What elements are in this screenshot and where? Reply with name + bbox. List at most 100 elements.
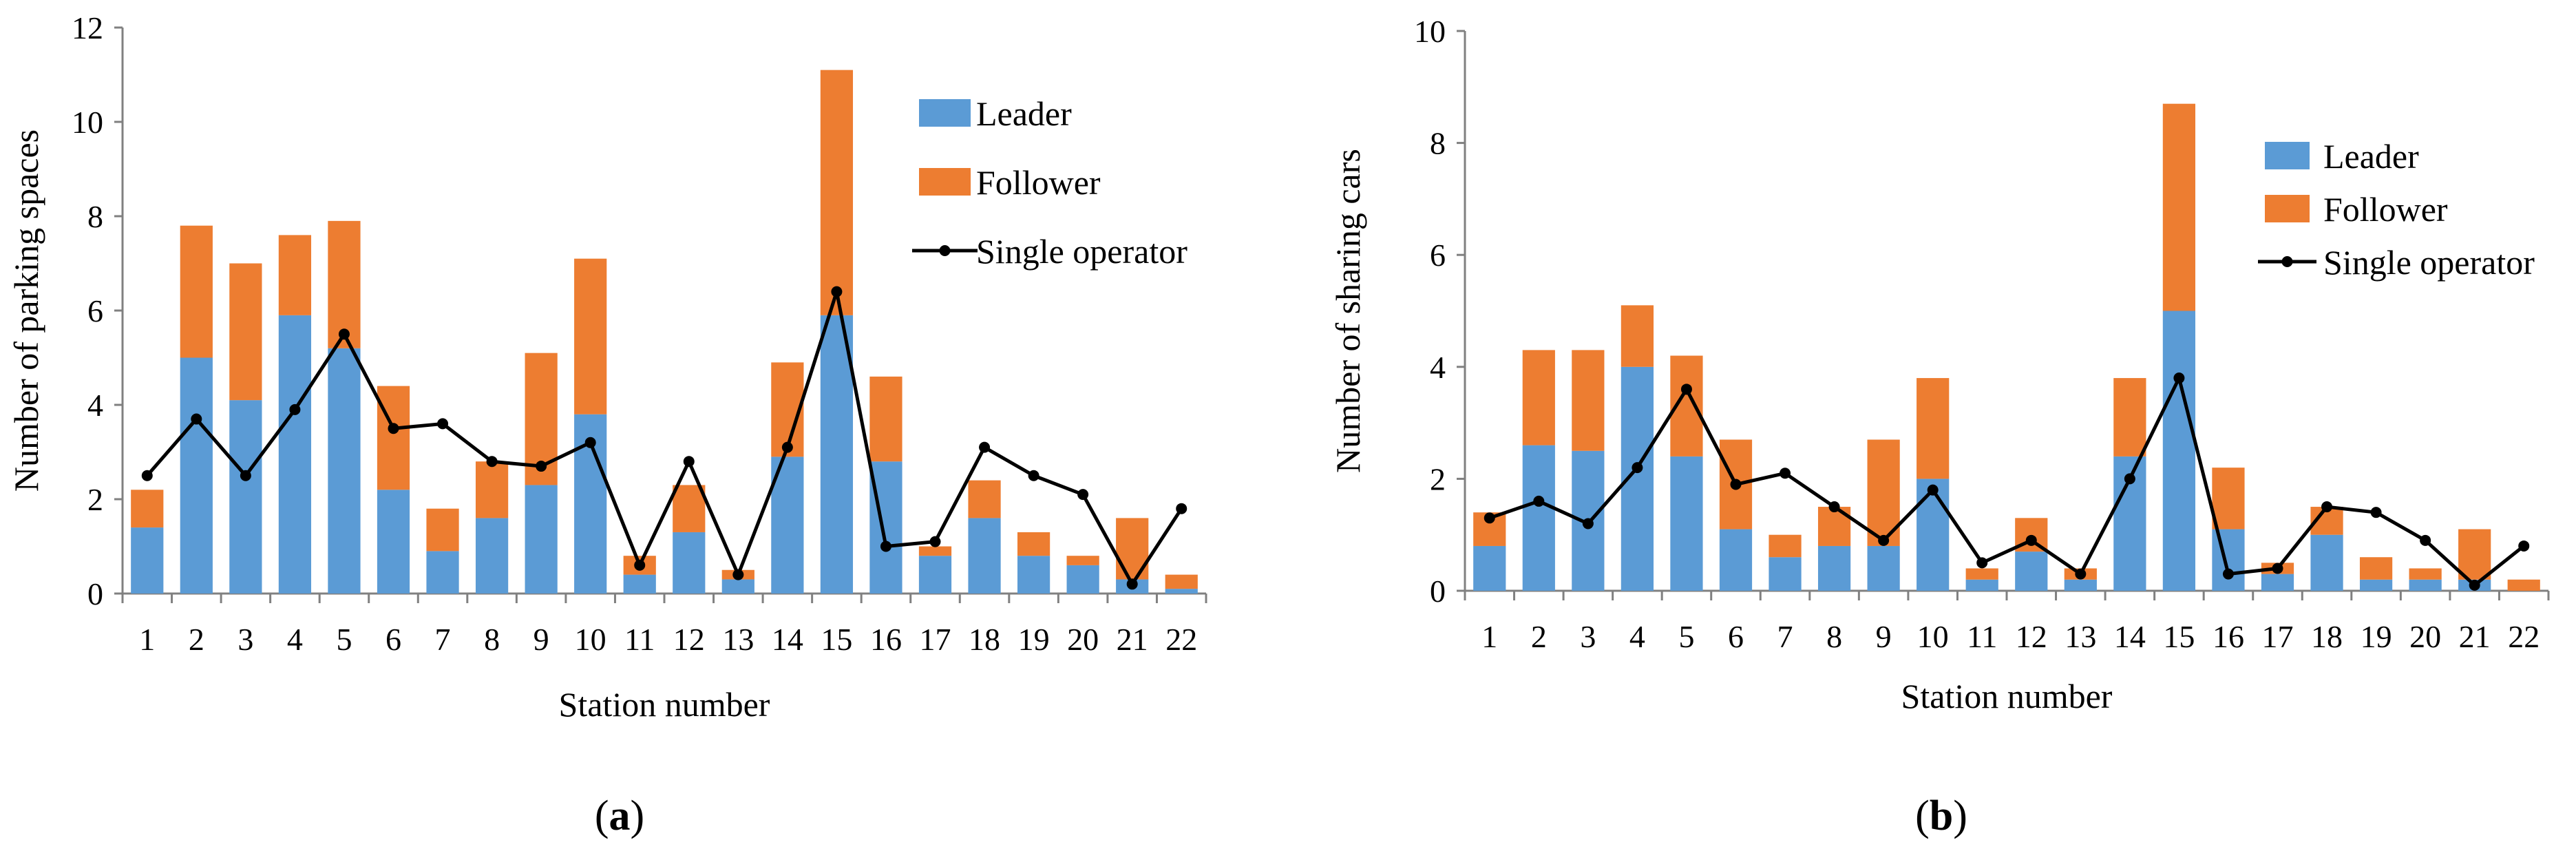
single-operator-point bbox=[880, 541, 891, 552]
bar-leader bbox=[1867, 545, 1900, 591]
single-operator-point bbox=[831, 286, 843, 297]
x-tick-label: 22 bbox=[1165, 622, 1197, 657]
x-tick-label: 12 bbox=[2016, 619, 2047, 654]
bar-follower bbox=[1066, 556, 1099, 565]
y-tick-label: 4 bbox=[1430, 350, 1446, 385]
bar-leader bbox=[1769, 557, 1802, 591]
x-tick-label: 11 bbox=[1967, 619, 1997, 654]
legend-swatch-leader bbox=[919, 99, 971, 127]
bar-follower bbox=[1017, 532, 1051, 556]
legend-label-single: Single operator bbox=[976, 232, 1187, 271]
single-operator-line bbox=[145, 290, 1183, 586]
bar-leader bbox=[1473, 545, 1506, 591]
x-tick-label: 15 bbox=[821, 622, 852, 657]
single-operator-point bbox=[388, 423, 399, 434]
single-operator-point bbox=[2075, 568, 2087, 580]
bar-follower bbox=[1917, 378, 1950, 479]
panel-caption: (a) bbox=[595, 793, 644, 839]
bar-leader bbox=[1066, 565, 1099, 594]
single-operator-point bbox=[2370, 507, 2382, 518]
caption-letter: b bbox=[1930, 793, 1953, 839]
single-operator-point bbox=[1680, 384, 1692, 395]
y-axis-title: Number of sharing cars bbox=[1329, 149, 1367, 473]
single-operator-point bbox=[1533, 495, 1545, 507]
bar-leader bbox=[131, 527, 164, 594]
single-operator-point bbox=[2025, 534, 2037, 546]
single-operator-point bbox=[1878, 534, 1890, 546]
bar-follower bbox=[2359, 557, 2393, 580]
bar-follower bbox=[1769, 534, 1802, 558]
x-tick-label: 9 bbox=[534, 622, 549, 657]
x-tick-label: 17 bbox=[2262, 619, 2294, 654]
bar-leader bbox=[278, 315, 312, 594]
bar-follower bbox=[2458, 529, 2491, 580]
legend-label-single: Single operator bbox=[2323, 243, 2535, 282]
x-tick-label: 7 bbox=[435, 622, 451, 657]
x-tick-label: 15 bbox=[2163, 619, 2195, 654]
bar-follower bbox=[377, 386, 410, 490]
single-operator-point bbox=[929, 536, 941, 547]
x-tick-label: 16 bbox=[870, 622, 902, 657]
bar-leader bbox=[1670, 456, 1703, 591]
bar-follower bbox=[278, 235, 312, 315]
bar-leader bbox=[2261, 574, 2294, 591]
caption-letter: a bbox=[609, 793, 631, 839]
x-tick-label: 16 bbox=[2213, 619, 2244, 654]
bar-follower bbox=[328, 220, 361, 348]
single-operator-point bbox=[1828, 501, 1840, 513]
single-operator-point bbox=[191, 413, 202, 425]
bar-leader bbox=[968, 518, 1001, 594]
y-tick-label: 6 bbox=[1430, 238, 1446, 273]
single-operator-point bbox=[1028, 470, 1039, 481]
single-operator-point bbox=[1582, 518, 1594, 529]
y-tick-label: 10 bbox=[72, 105, 103, 140]
bar-leader bbox=[377, 490, 410, 594]
bar-follower bbox=[673, 485, 706, 532]
bar-follower bbox=[426, 508, 459, 552]
legend-label-follower: Follower bbox=[2323, 190, 2448, 229]
single-operator-point bbox=[1077, 489, 1089, 501]
bar-leader bbox=[1817, 545, 1851, 591]
x-tick-label: 3 bbox=[237, 622, 253, 657]
bar-follower bbox=[180, 225, 213, 358]
bar-leader bbox=[918, 556, 952, 594]
legend-swatch-follower bbox=[2265, 195, 2310, 222]
bar-follower bbox=[2507, 579, 2540, 591]
single-operator-point bbox=[2321, 501, 2333, 513]
x-tick-label: 22 bbox=[2508, 619, 2540, 654]
y-tick-label: 12 bbox=[72, 10, 103, 45]
x-tick-label: 10 bbox=[575, 622, 606, 657]
y-tick-label: 4 bbox=[87, 388, 103, 423]
single-operator-point bbox=[1780, 468, 1791, 479]
x-tick-label: 12 bbox=[673, 622, 705, 657]
x-tick-label: 7 bbox=[1777, 619, 1793, 654]
bar-leader bbox=[180, 357, 213, 594]
bar-follower bbox=[820, 70, 854, 315]
y-tick-label: 8 bbox=[87, 199, 103, 234]
single-operator-point bbox=[2420, 534, 2431, 546]
caption-open: ( bbox=[595, 793, 609, 839]
single-operator-point bbox=[2272, 563, 2283, 574]
x-tick-label: 20 bbox=[1067, 622, 1099, 657]
bar-leader bbox=[1017, 556, 1051, 594]
bar-follower bbox=[1522, 350, 1555, 445]
single-operator-point bbox=[2518, 540, 2530, 552]
single-operator-point bbox=[732, 569, 744, 580]
bar-follower bbox=[131, 490, 164, 528]
x-tick-label: 8 bbox=[484, 622, 500, 657]
x-tick-label: 18 bbox=[2311, 619, 2343, 654]
single-operator-point bbox=[2173, 373, 2185, 384]
x-tick-label: 5 bbox=[1678, 619, 1694, 654]
x-tick-label: 8 bbox=[1826, 619, 1842, 654]
bar-leader bbox=[1719, 529, 1753, 591]
x-tick-label: 20 bbox=[2409, 619, 2441, 654]
legend: Leader Follower Single operator bbox=[912, 94, 1187, 271]
single-operator-point bbox=[240, 470, 251, 481]
x-tick-label: 3 bbox=[1580, 619, 1596, 654]
single-operator-point bbox=[2222, 568, 2234, 580]
bar-follower bbox=[2113, 378, 2146, 457]
bar-follower bbox=[1165, 574, 1198, 589]
